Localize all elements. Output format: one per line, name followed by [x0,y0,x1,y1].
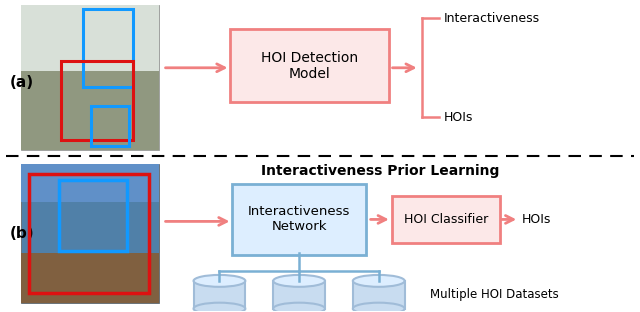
Bar [29,174,148,293]
Text: HOI Classifier: HOI Classifier [404,213,488,226]
Text: Multiple HOI Datasets: Multiple HOI Datasets [430,288,559,301]
Bar [21,164,159,303]
Text: HOIs: HOIs [444,111,473,124]
Bar [61,61,133,140]
Text: (b): (b) [10,226,34,241]
Ellipse shape [193,275,245,287]
Bar [353,281,404,309]
Ellipse shape [353,275,404,287]
Bar [59,180,127,251]
Text: Interactiveness Prior Learning: Interactiveness Prior Learning [260,164,499,178]
Ellipse shape [353,303,404,312]
Bar [193,281,245,309]
Text: HOIs: HOIs [522,213,552,226]
Bar [83,9,133,87]
Bar [21,164,159,202]
Text: (a): (a) [10,75,33,90]
Text: Interactiveness: Interactiveness [444,12,540,25]
Bar [21,5,159,73]
FancyBboxPatch shape [392,196,500,243]
Text: HOI Detection
Model: HOI Detection Model [261,51,358,81]
Bar [21,71,159,150]
Bar [91,106,129,146]
Ellipse shape [273,303,325,312]
Bar [21,5,159,150]
FancyBboxPatch shape [230,29,388,102]
Ellipse shape [193,303,245,312]
FancyBboxPatch shape [232,184,366,255]
Bar [273,281,325,309]
Text: Interactiveness
Network: Interactiveness Network [248,205,350,233]
Ellipse shape [273,275,325,287]
Bar [21,253,159,303]
